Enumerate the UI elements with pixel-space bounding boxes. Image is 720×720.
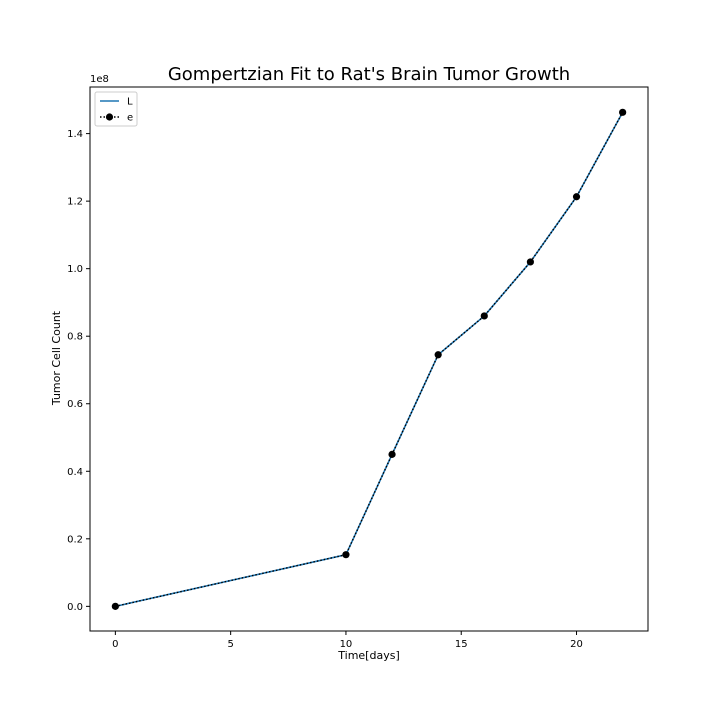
x-axis-ticks: 0 5 10 15 20 (112, 631, 583, 650)
y-tick-label: 0.6 (67, 399, 83, 410)
y-tick-label: 1.2 (67, 197, 83, 208)
series-line-L (115, 111, 624, 608)
x-tick-label: 5 (227, 639, 233, 650)
data-point (526, 258, 535, 266)
plot-area (89, 86, 649, 632)
x-tick-label: 10 (340, 639, 353, 650)
chart-title: Gompertzian Fit to Rat's Brain Tumor Gro… (168, 64, 570, 85)
legend-label: e (127, 113, 133, 124)
data-point (388, 450, 396, 458)
y-tick-label: 0.4 (67, 467, 83, 478)
y-tick-label: 0.2 (67, 534, 83, 545)
y-axis-label: Tumor Cell Count (50, 310, 63, 406)
x-axis-label: Time[days] (337, 649, 399, 662)
series-line-e (115, 111, 624, 608)
y-tick-label: 1.4 (67, 129, 83, 140)
data-point (111, 602, 119, 610)
data-point (480, 312, 488, 320)
legend-marker (105, 113, 114, 121)
x-tick-label: 0 (112, 639, 118, 650)
y-axis-ticks: 0.0 0.2 0.4 0.6 0.8 1.0 1.2 1.4 (67, 129, 90, 613)
data-point (572, 193, 581, 201)
data-point (619, 108, 627, 116)
x-tick-label: 15 (455, 639, 468, 650)
y-tick-label: 0.0 (67, 602, 83, 613)
x-tick-label: 20 (570, 639, 583, 650)
legend: Le (94, 91, 138, 127)
y-axis-offset-label: 1e8 (90, 74, 109, 85)
legend-label: L (127, 97, 133, 108)
y-tick-label: 1.0 (67, 264, 83, 275)
data-point (434, 351, 442, 359)
y-tick-label: 0.8 (67, 332, 83, 343)
data-point (342, 551, 350, 559)
plot-frame (89, 86, 649, 632)
